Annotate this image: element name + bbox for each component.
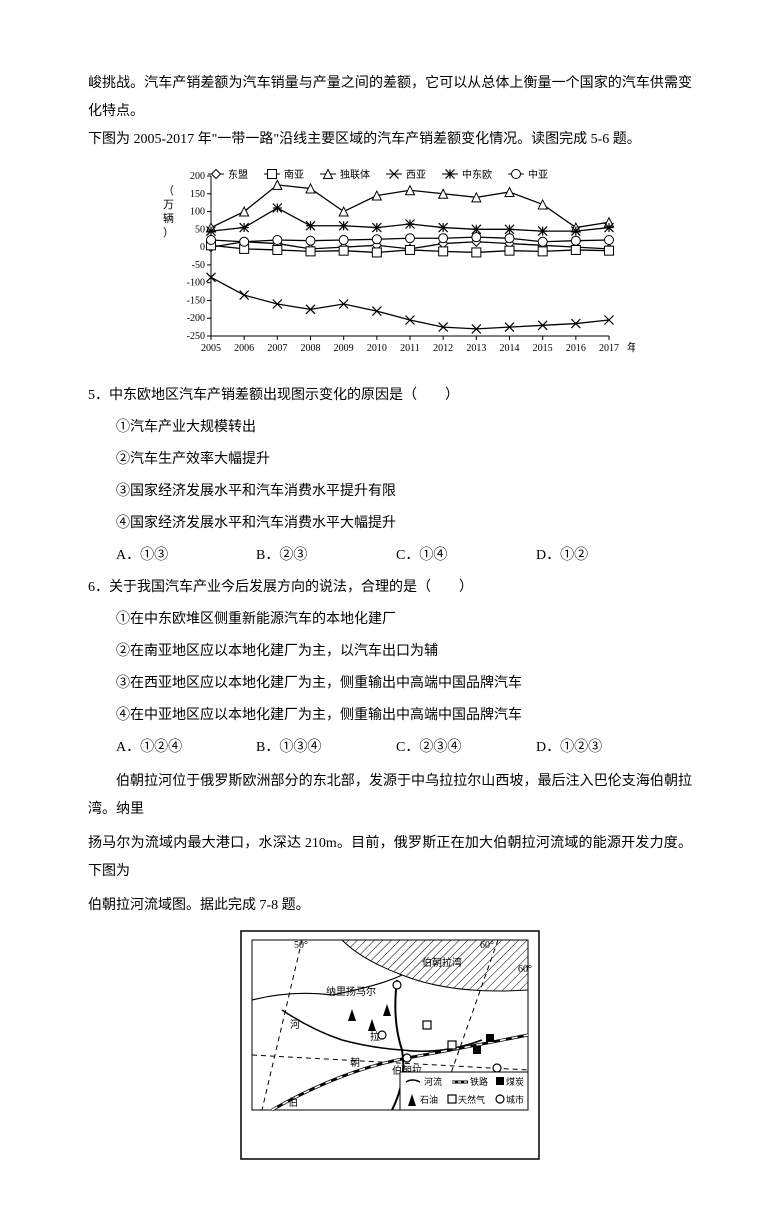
q6-opt-c: C．②③④ [396, 734, 536, 762]
q5-item-2: ②汽车生产效率大幅提升 [88, 446, 692, 474]
q6-options: A．①②④ B．①③④ C．②③④ D．①②③ [116, 734, 692, 762]
q6-item-3: ③在西亚地区应以本地化建厂为主，侧重输出中高端中国品牌汽车 [88, 670, 692, 698]
svg-text:辆: 辆 [163, 211, 174, 225]
basin-map: 50°60°60°60°34′伯朝拉湾纳里扬马尔河拉伯朝拉朝伯河流铁路煤炭石油天… [240, 930, 540, 1160]
svg-text:煤炭: 煤炭 [506, 1076, 524, 1087]
passage2-l3: 伯朝拉河流域图。据此完成 7-8 题。 [88, 892, 692, 920]
q5-opt-c: C．①④ [396, 542, 536, 570]
line-chart-container: -250 -200 -150 -100 -50 0 50 100 150 200 （ 万辆） 2005 2… [88, 164, 692, 374]
svg-text:60°: 60° [480, 940, 494, 951]
svg-text:）: ） [163, 226, 174, 239]
svg-text:中亚: 中亚 [528, 168, 548, 181]
q5-options: A．①③ B．②③ C．①④ D．①② [116, 542, 692, 570]
svg-text:150: 150 [190, 189, 205, 200]
svg-text:2013: 2013 [466, 343, 486, 354]
q6-item-2: ②在南亚地区应以本地化建厂为主，以汽车出口为辅 [88, 638, 692, 666]
svg-text:-200: -200 [187, 313, 205, 324]
svg-text:2012: 2012 [433, 343, 453, 354]
line-chart: -250 -200 -150 -100 -50 0 50 100 150 200 （ 万辆） 2005 2… [145, 164, 635, 374]
svg-text:河: 河 [290, 1019, 300, 1031]
svg-text:独联体: 独联体 [340, 168, 370, 181]
svg-text:伯朝拉湾: 伯朝拉湾 [422, 956, 462, 969]
q6-item-1: ①在中东欧堆区侧重新能源汽车的本地化建厂 [88, 606, 692, 634]
svg-text:2015: 2015 [533, 343, 553, 354]
q6-item-4: ④在中亚地区应以本地化建厂为主，侧重输出中高端中国品牌汽车 [88, 702, 692, 730]
svg-text:200: 200 [190, 171, 205, 182]
svg-text:-100: -100 [187, 278, 205, 289]
svg-text:石油: 石油 [420, 1094, 438, 1105]
q5-opt-b: B．②③ [256, 542, 396, 570]
svg-text:-250: -250 [187, 331, 205, 342]
q5-stem: 5．中东欧地区汽车产销差额出现图示变化的原因是（ ） [88, 382, 692, 410]
svg-text:2017: 2017 [599, 343, 619, 354]
svg-text:年份: 年份 [627, 340, 635, 354]
svg-text:2006: 2006 [234, 343, 254, 354]
q5-item-3: ③国家经济发展水平和汽车消费水平提升有限 [88, 478, 692, 506]
map-container: 50°60°60°60°34′伯朝拉湾纳里扬马尔河拉伯朝拉朝伯河流铁路煤炭石油天… [88, 930, 692, 1160]
svg-text:铁路: 铁路 [470, 1076, 488, 1087]
svg-text:纳里扬马尔: 纳里扬马尔 [326, 985, 376, 998]
q6-opt-a: A．①②④ [116, 734, 256, 762]
svg-text:2008: 2008 [301, 343, 321, 354]
passage2-l1: 伯朝拉河位于俄罗斯欧洲部分的东北部，发源于中乌拉拉尔山西坡，最后注入巴伦支海伯朝… [88, 768, 692, 824]
q6-stem: 6．关于我国汽车产业今后发展方向的说法，合理的是（ ） [88, 574, 692, 602]
q5-item-4: ④国家经济发展水平和汽车消费水平大幅提升 [88, 510, 692, 538]
svg-text:50: 50 [195, 224, 205, 235]
svg-text:2016: 2016 [566, 343, 586, 354]
svg-text:2010: 2010 [367, 343, 387, 354]
intro-line2: 下图为 2005-2017 年"一带一路"沿线主要区域的汽车产销差额变化情况。读… [88, 126, 692, 154]
svg-text:-150: -150 [187, 295, 205, 306]
svg-text:0: 0 [200, 242, 205, 253]
svg-text:天然气: 天然气 [458, 1094, 485, 1105]
q6-opt-d: D．①②③ [536, 734, 676, 762]
q5-opt-a: A．①③ [116, 542, 256, 570]
exam-page: 峻挑战。汽车产销差额为汽车销量与产量之间的差额，它可以从总体上衡量一个国家的汽车… [0, 0, 780, 1220]
svg-text:2009: 2009 [334, 343, 354, 354]
svg-text:万: 万 [163, 199, 174, 211]
svg-text:中东欧: 中东欧 [462, 168, 492, 181]
svg-text:2011: 2011 [400, 343, 420, 354]
svg-text:朝: 朝 [350, 1057, 360, 1069]
q6-opt-b: B．①③④ [256, 734, 396, 762]
passage2-l2: 扬马尔为流域内最大港口，水深达 210m。目前，俄罗斯正在加大伯朝拉河流域的能源… [88, 830, 692, 886]
svg-text:60°: 60° [518, 964, 532, 975]
intro-line1: 峻挑战。汽车产销差额为汽车销量与产量之间的差额，它可以从总体上衡量一个国家的汽车… [88, 70, 692, 126]
q5-opt-d: D．①② [536, 542, 676, 570]
svg-text:西亚: 西亚 [406, 170, 426, 181]
svg-text:2014: 2014 [500, 343, 520, 354]
svg-text:2005: 2005 [201, 343, 221, 354]
svg-text:（: （ [163, 184, 174, 197]
svg-text:东盟: 东盟 [228, 168, 248, 181]
q5-item-1: ①汽车产业大规模转出 [88, 414, 692, 442]
svg-text:50°: 50° [294, 940, 308, 951]
svg-text:城市: 城市 [506, 1094, 524, 1105]
svg-text:-50: -50 [192, 260, 205, 271]
svg-text:拉: 拉 [370, 1030, 380, 1043]
svg-text:南亚: 南亚 [284, 168, 304, 181]
svg-text:100: 100 [190, 207, 205, 218]
svg-text:河流: 河流 [424, 1076, 442, 1087]
svg-text:2007: 2007 [267, 343, 287, 354]
